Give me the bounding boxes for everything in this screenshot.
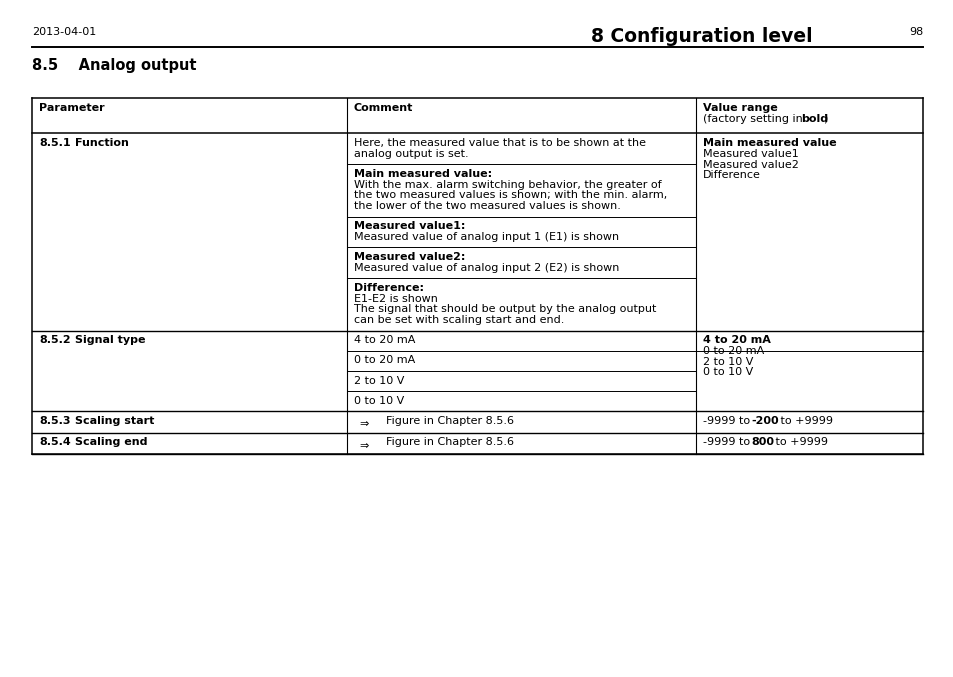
Text: Scaling end: Scaling end — [75, 437, 148, 447]
Text: 8.5.1: 8.5.1 — [39, 138, 71, 148]
Text: Parameter: Parameter — [39, 103, 105, 113]
Text: 800: 800 — [751, 437, 774, 447]
Text: analog output is set.: analog output is set. — [354, 149, 468, 159]
Text: The signal that should be output by the analog output: The signal that should be output by the … — [354, 305, 656, 314]
Text: 2 to 10 V: 2 to 10 V — [354, 376, 404, 386]
Text: Scaling start: Scaling start — [75, 416, 154, 426]
Text: to +9999: to +9999 — [771, 437, 827, 447]
Text: ⇒: ⇒ — [359, 419, 369, 429]
Text: 8 Configuration level: 8 Configuration level — [591, 27, 812, 46]
Text: can be set with scaling start and end.: can be set with scaling start and end. — [354, 315, 564, 325]
Text: Measured value1:: Measured value1: — [354, 221, 465, 232]
Text: 2013-04-01: 2013-04-01 — [32, 27, 96, 37]
Text: to +9999: to +9999 — [776, 416, 832, 426]
Text: 0 to 10 V: 0 to 10 V — [702, 368, 753, 377]
Text: the lower of the two measured values is shown.: the lower of the two measured values is … — [354, 201, 620, 211]
Text: Function: Function — [75, 138, 129, 148]
Text: Difference: Difference — [702, 170, 760, 180]
Text: Signal type: Signal type — [75, 335, 146, 345]
Text: Measured value2:: Measured value2: — [354, 252, 465, 262]
Text: ⇒: ⇒ — [359, 441, 369, 451]
Text: 0 to 20 mA: 0 to 20 mA — [354, 355, 415, 366]
Text: Value range: Value range — [702, 103, 777, 113]
Text: the two measured values is shown; with the min. alarm,: the two measured values is shown; with t… — [354, 190, 666, 200]
Text: -9999 to: -9999 to — [702, 437, 753, 447]
Text: 8.5.3: 8.5.3 — [39, 416, 71, 426]
Text: E1-E2 is shown: E1-E2 is shown — [354, 294, 437, 304]
Text: Measured value1: Measured value1 — [702, 149, 798, 159]
Text: Figure in Chapter 8.5.6: Figure in Chapter 8.5.6 — [386, 416, 514, 426]
Text: Measured value2: Measured value2 — [702, 160, 798, 169]
Text: With the max. alarm switching behavior, the greater of: With the max. alarm switching behavior, … — [354, 179, 660, 190]
Text: (factory setting in: (factory setting in — [702, 114, 805, 124]
Text: 8.5.4: 8.5.4 — [39, 437, 71, 447]
Text: 98: 98 — [908, 27, 923, 37]
Text: 8.5    Analog output: 8.5 Analog output — [32, 58, 196, 72]
Text: -9999 to: -9999 to — [702, 416, 753, 426]
Text: -200: -200 — [751, 416, 779, 426]
Text: 0 to 10 V: 0 to 10 V — [354, 396, 404, 406]
Text: Difference:: Difference: — [354, 283, 423, 293]
Text: bold: bold — [801, 114, 827, 124]
Text: Comment: Comment — [354, 103, 413, 113]
Text: Measured value of analog input 2 (E2) is shown: Measured value of analog input 2 (E2) is… — [354, 263, 618, 273]
Text: Main measured value:: Main measured value: — [354, 169, 492, 179]
Text: 8.5.2: 8.5.2 — [39, 335, 71, 345]
Text: ): ) — [822, 114, 827, 124]
Text: 0 to 20 mA: 0 to 20 mA — [702, 346, 763, 356]
Text: 2 to 10 V: 2 to 10 V — [702, 357, 753, 367]
Text: Main measured value: Main measured value — [702, 138, 836, 148]
Text: 4 to 20 mA: 4 to 20 mA — [354, 335, 415, 345]
Text: Measured value of analog input 1 (E1) is shown: Measured value of analog input 1 (E1) is… — [354, 232, 618, 242]
Text: Here, the measured value that is to be shown at the: Here, the measured value that is to be s… — [354, 138, 645, 148]
Text: Figure in Chapter 8.5.6: Figure in Chapter 8.5.6 — [386, 437, 514, 447]
Text: 4 to 20 mA: 4 to 20 mA — [702, 335, 770, 345]
